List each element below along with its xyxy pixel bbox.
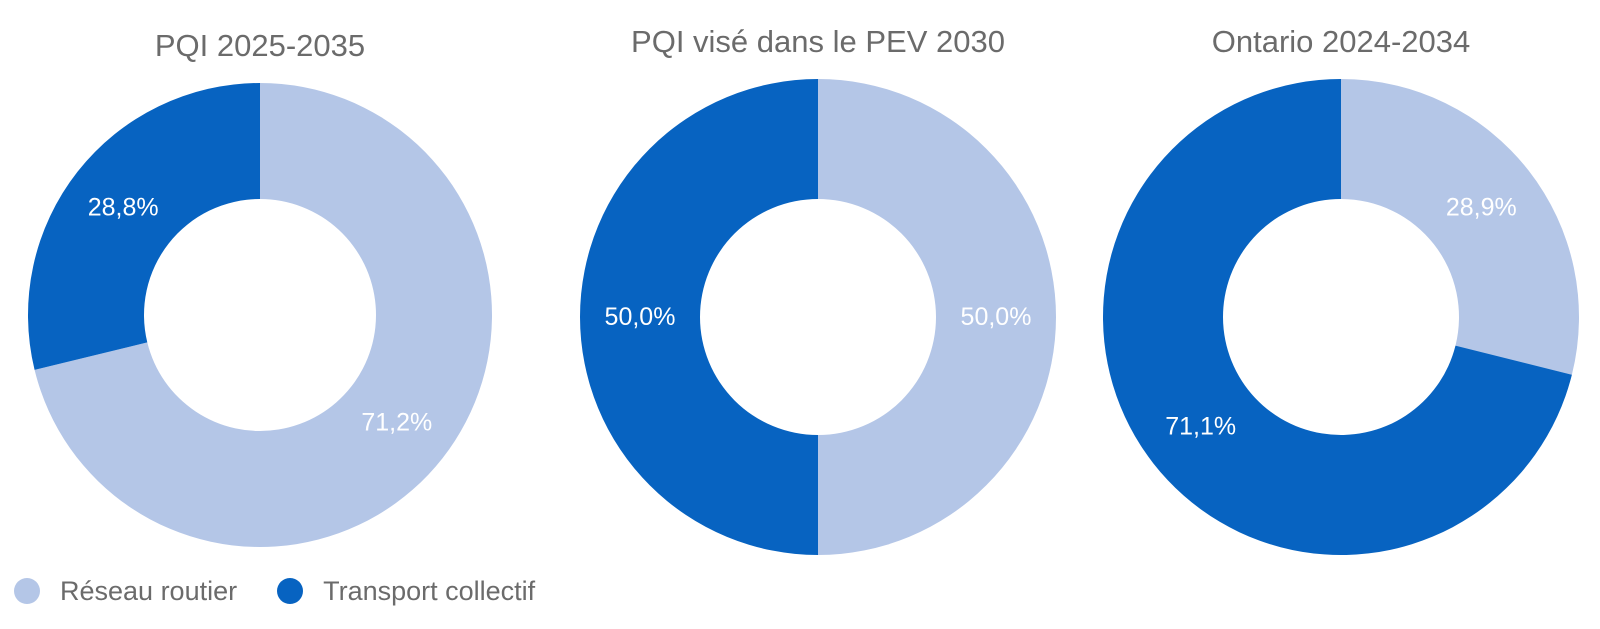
legend-item-reseau-routier: Réseau routier [14, 576, 237, 607]
slice-label-reseau-routier: 50,0% [961, 303, 1032, 331]
slice-label-reseau-routier: 71,2% [361, 409, 432, 437]
donut-chart-3: Ontario 2024-2034 28,9% 71,1% [1103, 24, 1579, 555]
slice-transport-collectif [1103, 79, 1572, 555]
slice-label-transport-collectif: 28,8% [88, 193, 159, 221]
slice-label-transport-collectif: 50,0% [605, 303, 676, 331]
legend-label-reseau-routier: Réseau routier [60, 575, 238, 606]
chart-title: Ontario 2024-2034 [1212, 24, 1471, 59]
donut-chart-1: PQI 2025-2035 71,2% 28,8% [27, 28, 493, 547]
slice-label-reseau-routier: 28,9% [1446, 193, 1517, 221]
slice-label-transport-collectif: 71,1% [1165, 413, 1236, 441]
slice-transport-collectif [27, 83, 260, 370]
legend-label-transport-collectif: Transport collectif [323, 575, 536, 606]
legend-swatch-reseau-routier [14, 578, 40, 604]
slice-reseau-routier [818, 79, 1056, 555]
slice-reseau-routier [1341, 79, 1579, 375]
chart-title: PQI 2025-2035 [155, 28, 365, 63]
legend: Réseau routier Transport collectif [14, 571, 535, 611]
chart-title: PQI visé dans le PEV 2030 [631, 24, 1005, 59]
legend-item-transport-collectif: Transport collectif [277, 576, 535, 607]
slice-reseau-routier [34, 83, 493, 547]
slice-transport-collectif [580, 79, 818, 555]
donut-chart-2: PQI visé dans le PEV 2030 50,0% 50,0% [580, 24, 1056, 555]
legend-swatch-transport-collectif [277, 578, 304, 604]
